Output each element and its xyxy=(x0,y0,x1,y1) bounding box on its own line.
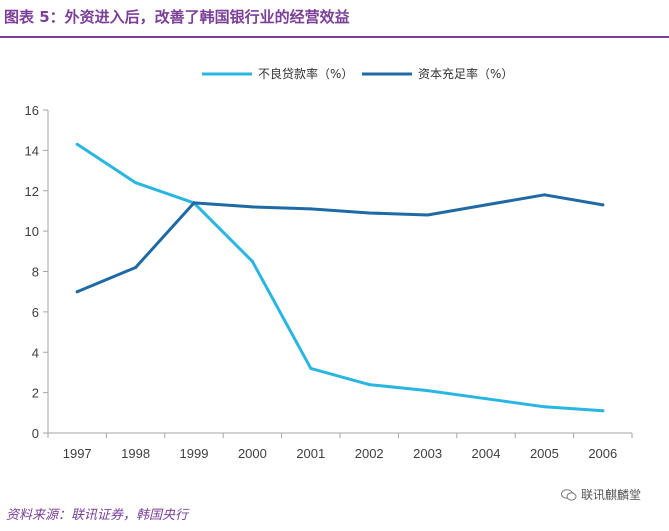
x-tick-label: 2006 xyxy=(588,446,617,461)
series-lines xyxy=(75,142,605,413)
y-tick-label: 16 xyxy=(25,103,39,118)
data-point xyxy=(367,383,371,387)
data-point xyxy=(426,389,430,393)
data-point xyxy=(367,211,371,215)
data-point xyxy=(309,366,313,370)
y-tick-label: 8 xyxy=(32,265,39,280)
source-note: 资料来源：联讯证券，韩国央行 xyxy=(6,508,189,523)
y-axis: 0 2 4 6 8 10 12 14 16 xyxy=(25,103,49,441)
x-tick-label: 2003 xyxy=(413,446,442,461)
legend-label: 资本充足率（%） xyxy=(418,66,513,81)
series-line-1 xyxy=(75,193,605,294)
data-point xyxy=(192,201,196,205)
data-point xyxy=(542,193,546,197)
x-tick-label: 1999 xyxy=(180,446,209,461)
y-tick-label: 6 xyxy=(32,305,39,320)
wechat-icon xyxy=(560,488,577,501)
data-point xyxy=(250,259,254,263)
y-tick-label: 14 xyxy=(25,143,39,158)
data-point xyxy=(601,409,605,413)
watermark: 联讯麒麟堂 xyxy=(560,486,641,503)
data-point xyxy=(601,203,605,207)
x-tick-label: 1997 xyxy=(63,446,92,461)
x-tick-label: 2004 xyxy=(472,446,501,461)
chart-title: 图表 5：外资进入后，改善了韩国银行业的经营效益 xyxy=(4,8,350,26)
data-point xyxy=(542,405,546,409)
data-point xyxy=(309,207,313,211)
data-point xyxy=(250,205,254,209)
data-point xyxy=(134,265,138,269)
y-tick-label: 10 xyxy=(25,224,39,239)
data-point xyxy=(484,397,488,401)
y-tick-label: 2 xyxy=(32,386,39,401)
x-tick-label: 2005 xyxy=(530,446,559,461)
data-point xyxy=(484,203,488,207)
y-tick-label: 12 xyxy=(25,184,39,199)
x-axis: 1997 1998 1999 2000 2001 2002 2003 2004 2005 2006 xyxy=(47,432,633,461)
y-tick-label: 4 xyxy=(32,345,39,360)
x-tick-label: 1998 xyxy=(121,446,150,461)
x-tick-label: 2002 xyxy=(355,446,384,461)
x-tick-label: 2000 xyxy=(238,446,267,461)
series-line-0 xyxy=(75,142,605,413)
data-point xyxy=(75,290,79,294)
data-point xyxy=(75,142,79,146)
legend-label: 不良贷款率（%） xyxy=(258,66,353,81)
data-point xyxy=(426,213,430,217)
title-divider xyxy=(0,36,669,38)
y-tick-label: 0 xyxy=(32,426,39,441)
watermark-text: 联讯麒麟堂 xyxy=(580,488,641,502)
data-point xyxy=(134,181,138,185)
x-tick-label: 2001 xyxy=(296,446,325,461)
legend: 不良贷款率（%） 资本充足率（%） xyxy=(202,66,513,81)
